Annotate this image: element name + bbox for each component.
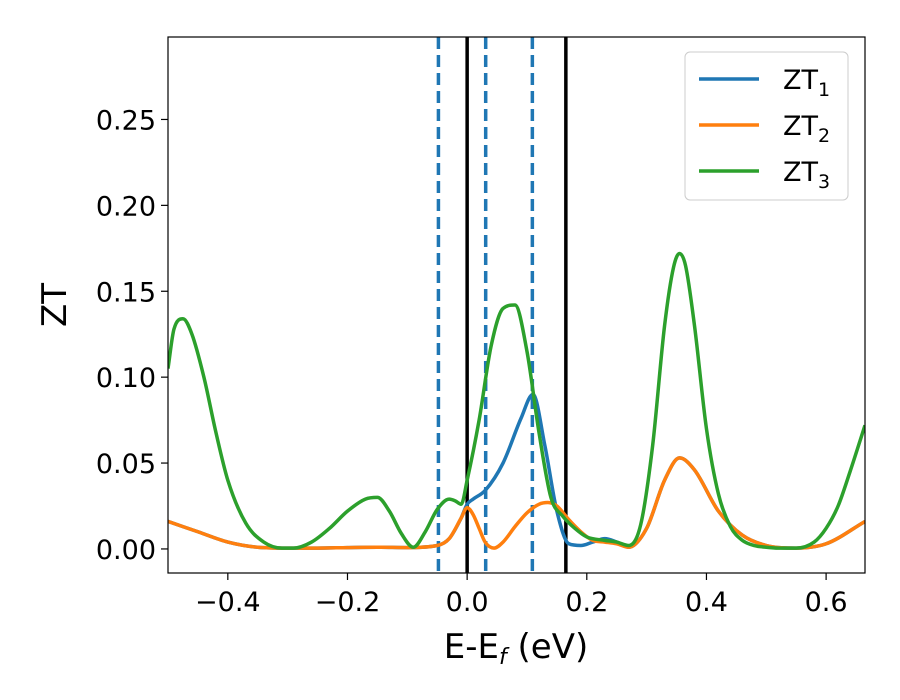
y-tick-label: 0.25 — [96, 105, 156, 136]
x-tick-label: 0.0 — [446, 587, 489, 618]
y-tick-label: 0.00 — [96, 535, 156, 566]
y-axis-title: ZT — [35, 283, 75, 327]
x-axis-title: E-Ef (eV) — [444, 627, 589, 670]
x-tick-label: −0.4 — [195, 587, 261, 618]
y-tick-label: 0.05 — [96, 449, 156, 480]
y-tick-label: 0.10 — [96, 363, 156, 394]
y-tick-label: 0.20 — [96, 191, 156, 222]
x-tick-label: 0.4 — [685, 587, 728, 618]
x-tick-label: 0.2 — [565, 587, 608, 618]
x-tick-label: 0.6 — [805, 587, 848, 618]
x-tick-label: −0.2 — [315, 587, 381, 618]
y-tick-label: 0.15 — [96, 277, 156, 308]
